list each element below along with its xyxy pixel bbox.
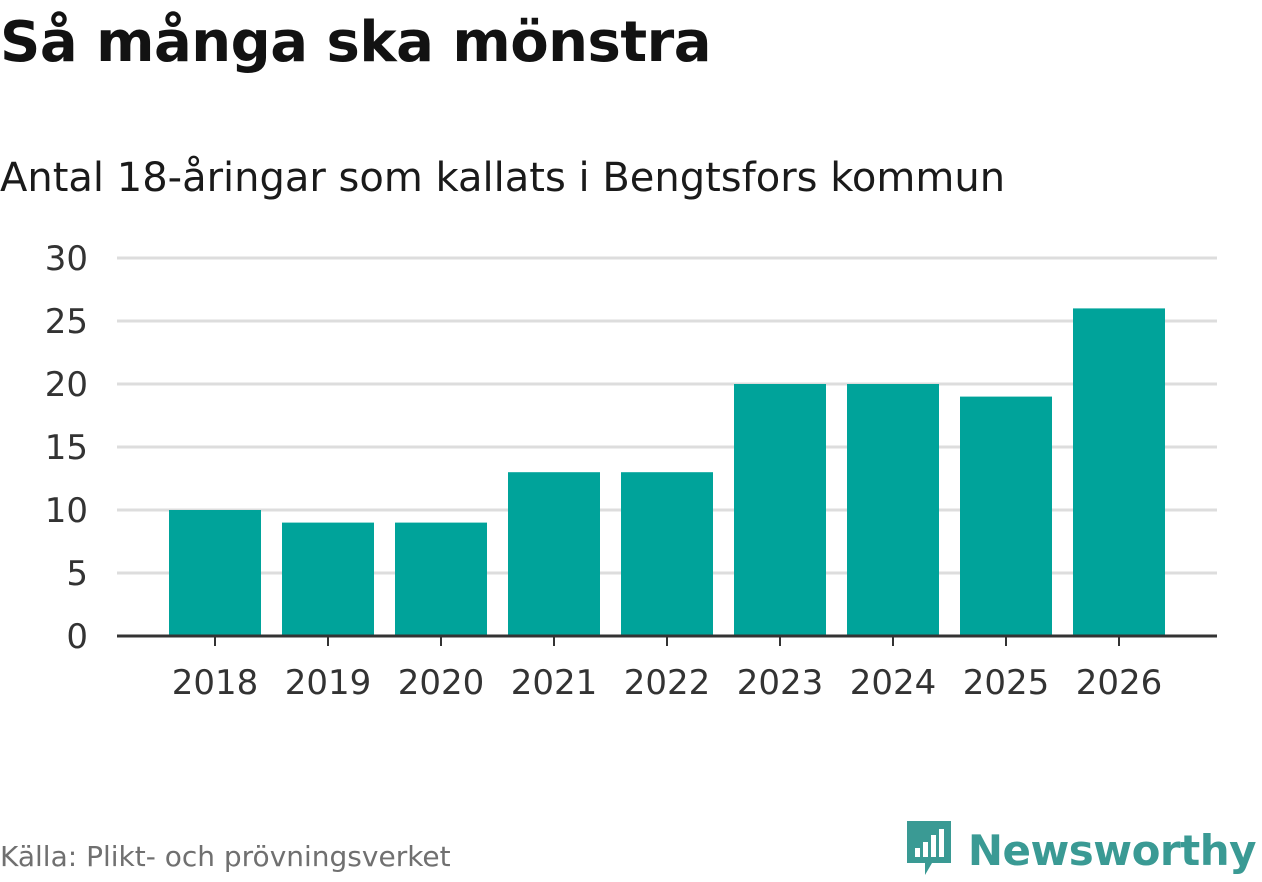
bar-2026 — [1073, 308, 1165, 636]
x-tick-label: 2026 — [1076, 663, 1163, 703]
x-tick-label: 2019 — [285, 663, 372, 703]
y-tick-label: 30 — [45, 239, 88, 279]
bar-2018 — [169, 510, 261, 636]
y-axis-ticks: 0 5 10 15 20 25 30 — [45, 239, 88, 657]
x-axis-ticks: 2018 2019 2020 2021 2022 2023 2024 2025 2026 — [172, 636, 1163, 703]
source-note: Källa: Plikt- och prövningsverket — [0, 840, 451, 873]
brand-name: Newsworthy — [967, 825, 1257, 875]
x-tick-label: 2020 — [398, 663, 485, 703]
y-tick-label: 15 — [45, 428, 88, 468]
y-tick-label: 20 — [45, 365, 88, 405]
brand: Newsworthy — [904, 818, 1257, 882]
y-tick-label: 5 — [66, 554, 88, 594]
y-tick-label: 25 — [45, 302, 88, 342]
bar-2023 — [734, 384, 826, 636]
bar-2019 — [282, 522, 374, 636]
x-tick-label: 2022 — [624, 663, 711, 703]
y-tick-label: 10 — [45, 491, 88, 531]
y-tick-label: 0 — [66, 617, 88, 657]
x-tick-label: 2021 — [511, 663, 598, 703]
bar-2022 — [621, 472, 713, 636]
bar-2025 — [960, 396, 1052, 636]
bar-2024 — [847, 384, 939, 636]
x-tick-label: 2023 — [737, 663, 824, 703]
bar-2020 — [395, 522, 487, 636]
x-tick-label: 2024 — [850, 663, 937, 703]
x-tick-label: 2018 — [172, 663, 259, 703]
chart-title: Så många ska mönstra — [0, 10, 712, 75]
chart-subtitle: Antal 18-åringar som kallats i Bengtsfor… — [0, 155, 1006, 201]
x-tick-label: 2025 — [963, 663, 1050, 703]
bars — [169, 308, 1165, 636]
newsworthy-logo-icon — [904, 818, 954, 882]
bar-2021 — [508, 472, 600, 636]
